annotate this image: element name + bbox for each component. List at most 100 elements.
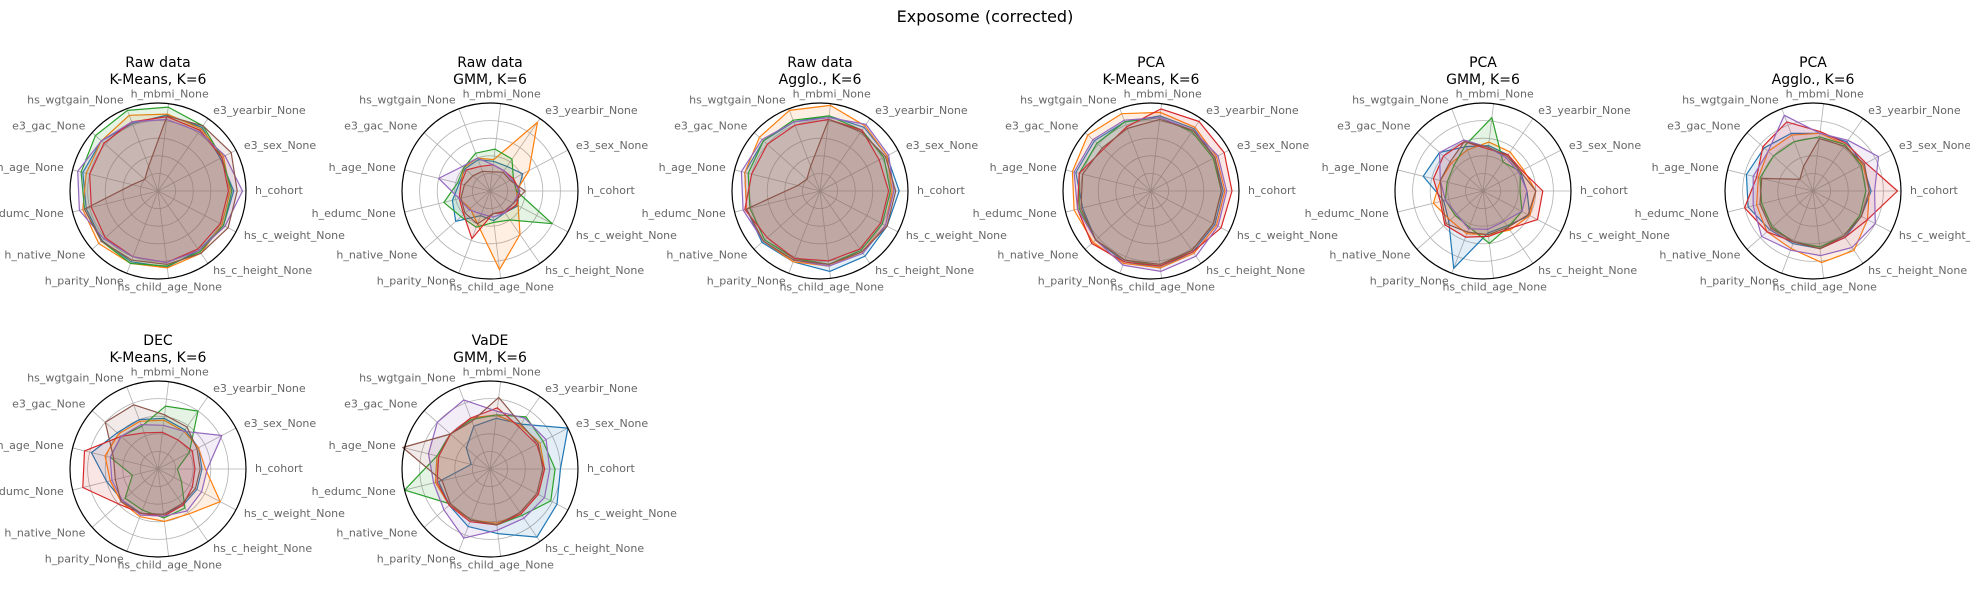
axis-label: e3_yearbir_None — [1206, 104, 1299, 117]
series-3-polygon — [80, 106, 233, 267]
axis-label: h_cohort — [917, 184, 965, 197]
axis-label: hs_wgtgain_None — [1020, 93, 1117, 106]
grid-spoke — [1812, 190, 1892, 233]
grid-spoke — [1781, 190, 1814, 274]
grid-spoke — [72, 447, 159, 470]
grid-spoke — [1150, 190, 1230, 233]
axis-label: hs_c_height_None — [213, 542, 312, 555]
axis-label: hs_wgtgain_None — [27, 371, 124, 384]
axis-label: e3_sex_None — [576, 417, 649, 430]
series-5-polygon — [740, 116, 895, 267]
axis-label: h_native_None — [336, 248, 417, 261]
axis-label: h_parity_None — [1370, 275, 1449, 288]
axis-label: hs_c_weight_None — [244, 229, 345, 242]
grid-spoke — [91, 132, 159, 192]
grid-spoke — [404, 169, 491, 192]
grid-spoke — [423, 468, 491, 528]
panel-title-line1: VaDE — [472, 333, 509, 349]
radar-panels: h_cohort e3_sex_None e3_yearbir_None h_mbmi… — [0, 55, 1970, 571]
grid-spoke — [404, 447, 491, 470]
axis-label: h_cohort — [587, 184, 635, 197]
axis-label: h_native_None — [1659, 248, 1740, 261]
axis-label: h_edumc_None — [1635, 207, 1719, 220]
axis-label: h_mbmi_None — [1124, 88, 1202, 101]
panel-title-line1: DEC — [143, 333, 173, 349]
grid-spoke — [126, 386, 159, 470]
grid-spoke — [1812, 190, 1864, 264]
axis-label: h_edumc_None — [312, 207, 396, 220]
series-6-polygon — [1439, 141, 1537, 236]
grid-spoke — [458, 108, 491, 192]
polar-frame — [1724, 102, 1902, 280]
axis-label: e3_sex_None — [1237, 139, 1310, 152]
axis-label: h_native_None — [336, 526, 417, 539]
radar-panel: h_cohort e3_sex_None e3_yearbir_None h_mbmi… — [0, 55, 345, 293]
axis-label: h_native_None — [4, 526, 85, 539]
series-1-polygon — [438, 417, 569, 538]
axis-label: e3_sex_None — [1569, 139, 1642, 152]
grid-spoke — [423, 132, 491, 192]
series-6-polygon — [745, 118, 897, 265]
series-4-polygon — [436, 407, 546, 526]
axis-label: h_cohort — [255, 184, 303, 197]
axis-label: h_native_None — [666, 248, 747, 261]
panel-title-line1: PCA — [1469, 55, 1497, 71]
axis-label: hs_c_height_None — [545, 542, 644, 555]
series-6-polygon — [1080, 118, 1223, 265]
figure-title: Exposome (corrected) — [897, 7, 1074, 26]
grid-spoke — [753, 132, 821, 192]
axis-label: h_mbmi_None — [463, 366, 541, 379]
grid-spoke — [489, 468, 569, 511]
panel-title-line2: GMM, K=6 — [453, 72, 527, 88]
panel-title-line2: K-Means, K=6 — [1103, 72, 1200, 88]
axis-label: hs_c_weight_None — [576, 507, 677, 520]
grid-spoke — [1812, 118, 1864, 192]
grid-spoke — [91, 190, 159, 250]
polar-frame — [69, 380, 247, 558]
panel-title-line1: Raw data — [787, 55, 852, 71]
axis-label: hs_c_height_None — [1538, 264, 1637, 277]
axis-label: hs_c_height_None — [545, 264, 644, 277]
axis-label: e3_yearbir_None — [875, 104, 968, 117]
grid-spoke — [72, 169, 159, 192]
axis-label: hs_child_age_None — [449, 280, 554, 293]
grid-spoke — [489, 190, 569, 233]
axis-label: hs_wgtgain_None — [1352, 93, 1449, 106]
axis-label: h_cohort — [255, 462, 303, 475]
axis-label: hs_wgtgain_None — [1682, 93, 1779, 106]
axis-label: e3_yearbir_None — [545, 382, 638, 395]
axis-label: h_edumc_None — [0, 485, 64, 498]
axis-label: hs_child_age_None — [1772, 280, 1877, 293]
series-2-polygon — [1071, 111, 1226, 269]
axis-label: hs_child_age_None — [117, 280, 222, 293]
axis-label: e3_yearbir_None — [1538, 104, 1631, 117]
panel-title-line1: PCA — [1799, 55, 1827, 71]
grid-spoke — [1727, 190, 1814, 213]
axis-label: hs_child_age_None — [1110, 280, 1215, 293]
panel-title-line2: GMM, K=6 — [453, 350, 527, 366]
series-6-polygon — [104, 404, 201, 516]
axis-label: e3_gac_None — [12, 120, 85, 133]
panel-title-line2: Agglo., K=6 — [1772, 72, 1855, 88]
panel-title-line1: Raw data — [125, 55, 190, 71]
panel-title-line2: GMM, K=6 — [1446, 72, 1520, 88]
axis-label: e3_gac_None — [344, 398, 417, 411]
series-5-polygon — [427, 399, 551, 539]
axis-label: hs_c_height_None — [213, 264, 312, 277]
polar-frame — [69, 102, 247, 280]
grid-spoke — [157, 190, 237, 233]
axis-label: e3_gac_None — [674, 120, 747, 133]
radar-panel: h_cohort e3_sex_None e3_yearbir_None h_mbmi… — [0, 333, 345, 571]
grid-spoke — [404, 190, 491, 213]
grid-spoke — [489, 118, 541, 192]
grid-spoke — [489, 190, 541, 264]
grid-spoke — [489, 381, 502, 470]
axis-label: h_edumc_None — [0, 207, 64, 220]
axis-label: e3_gac_None — [1667, 120, 1740, 133]
axis-label: h_age_None — [990, 161, 1057, 174]
polar-frame — [1062, 102, 1240, 280]
polar-frame — [1394, 102, 1572, 280]
grid-spoke — [1150, 149, 1230, 192]
axis-label: hs_wgtgain_None — [359, 371, 456, 384]
radar-panel: h_cohort e3_sex_None e3_yearbir_None h_mbmi… — [1635, 55, 1970, 293]
